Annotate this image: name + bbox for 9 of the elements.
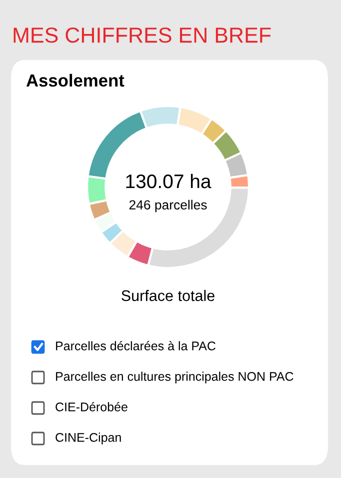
text: 246 parcelles <box>129 200 207 212</box>
chart-title: MES CHIFFRES EN BREF <box>14 28 271 43</box>
text: 130.07 ha <box>126 174 212 188</box>
text: CIE-Dérobée <box>56 402 128 412</box>
chart-subtitle: Assolement <box>26 74 124 87</box>
text: Parcelles déclarées à la PAC <box>56 341 216 350</box>
text: Surface totale <box>122 290 214 302</box>
text: CINE-Cipan <box>56 432 121 444</box>
text: Parcelles en cultures principales NON PAC <box>56 372 294 384</box>
